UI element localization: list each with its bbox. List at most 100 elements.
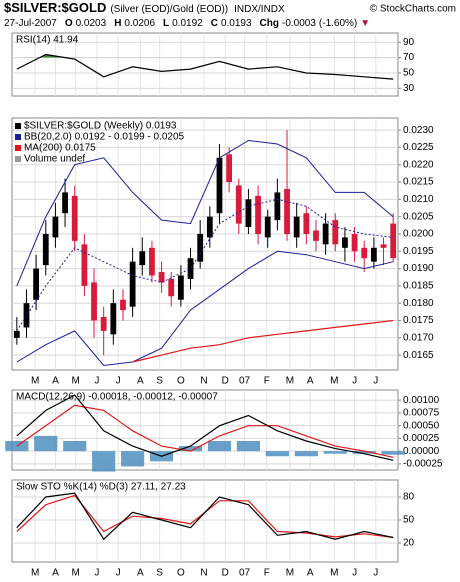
candle-body <box>342 237 348 248</box>
candle-body <box>91 282 97 321</box>
y-tick-label: 0.0170 <box>403 332 434 343</box>
candle-body <box>322 223 329 245</box>
x-tick-label: F <box>264 376 270 387</box>
legend-label: MA(200) 0.0175 <box>24 143 96 154</box>
y-tick-label: 0.0195 <box>403 246 434 257</box>
change-arrow: ▼ <box>360 18 370 29</box>
y-tick-label: 0.0225 <box>403 142 434 153</box>
x-tick-label: 07 <box>239 376 251 387</box>
candle-body <box>81 244 88 286</box>
x-tick-label: D <box>222 376 229 387</box>
x-tick-label: A <box>307 376 314 387</box>
quote-value: 0.0206 <box>124 18 155 29</box>
candle-body <box>380 244 387 248</box>
candle-body <box>370 247 377 262</box>
y-tick-label: 0.0190 <box>403 263 434 274</box>
line <box>16 404 394 458</box>
panel-frame <box>11 389 399 471</box>
candle-body <box>235 185 242 224</box>
y-tick-label: 20 <box>403 538 415 549</box>
y-tick-label: 80 <box>403 492 415 503</box>
x-tick-label: O <box>177 568 185 579</box>
quote-value: 0.0203 <box>76 18 107 29</box>
y-tick-label: 0.00075 <box>403 408 440 419</box>
legend-swatch <box>15 134 21 140</box>
candle-body <box>110 303 117 335</box>
header-line-1: $SILVER:$GOLD (Silver (EOD)/Gold (EOD)) IN… <box>4 0 285 15</box>
candle-body <box>100 317 107 331</box>
y-tick-label: -0.00025 <box>403 459 443 470</box>
bollinger-lower <box>16 250 394 367</box>
x-tick-label: F <box>264 568 270 579</box>
y-tick-label: 0.0175 <box>403 315 434 326</box>
x-tick-label: M <box>286 568 294 579</box>
y-tick-label: 70 <box>403 52 415 63</box>
legend-swatch <box>15 156 21 162</box>
quote-value: 0.0192 <box>172 18 203 29</box>
histogram-bar <box>265 451 289 457</box>
x-tick-label: A <box>307 568 314 579</box>
panel-title: Slow STO %K(14) %D(3) 27.11, 27.23 <box>16 482 186 493</box>
x-tick-label: A <box>52 376 59 387</box>
candle-body <box>245 199 252 228</box>
candle-body <box>120 299 126 311</box>
header-line-2: 27-Jul-2007 O 0.0203 H 0.0206 L 0.0192 C 0.0193 C… <box>4 18 370 29</box>
candle-body <box>293 216 300 238</box>
y-tick-label: 0.0210 <box>403 194 434 205</box>
line <box>16 492 394 541</box>
symbol: $SILVER:$GOLD <box>4 0 106 15</box>
candle-body <box>13 330 20 338</box>
y-tick-label: 0.0185 <box>403 281 434 292</box>
y-tick-label: 0.0165 <box>403 350 434 361</box>
candle-body <box>33 268 40 300</box>
y-tick-label: 50 <box>403 515 415 526</box>
candle-body <box>255 195 261 234</box>
histogram-bar <box>34 435 58 452</box>
candle-body <box>226 154 233 183</box>
line <box>16 394 394 461</box>
histogram-bar <box>207 440 232 452</box>
y-tick-label: 30 <box>403 83 415 94</box>
x-tick-label: J <box>116 568 121 579</box>
candle-body <box>42 233 49 266</box>
x-tick-label: O <box>177 376 185 387</box>
candle-body <box>197 233 204 262</box>
x-tick-label: J <box>352 568 357 579</box>
x-tick-label: M <box>286 376 294 387</box>
legend-label: Volume undef <box>24 154 85 165</box>
y-tick-label: 0.0230 <box>403 125 434 136</box>
histogram-bar <box>294 451 318 457</box>
candle-body <box>284 188 290 234</box>
line <box>132 319 394 363</box>
histogram-bar <box>352 451 376 454</box>
x-tick-label: M <box>72 376 80 387</box>
candle-body <box>71 195 78 241</box>
bollinger-upper <box>16 139 394 287</box>
legend-label: $SILVER:$GOLD (Weekly) 0.0193 <box>24 121 177 132</box>
quote-label: O <box>65 18 73 29</box>
candle-body <box>23 303 30 328</box>
candle-body <box>216 157 223 214</box>
quote-label: Chg <box>260 18 279 29</box>
x-tick-label: J <box>116 376 121 387</box>
candle-body <box>187 258 194 279</box>
x-tick-label: 07 <box>239 568 251 579</box>
histogram-bar <box>63 440 87 452</box>
x-tick-label: S <box>156 376 163 387</box>
y-tick-label: 0.00025 <box>403 433 440 444</box>
legend-label: BB(20,2.0) 0.0192 - 0.0199 - 0.0205 <box>24 132 185 143</box>
x-tick-label: M <box>72 568 80 579</box>
quote-value: -0.0003 <box>282 18 316 29</box>
x-tick-label: M <box>31 568 39 579</box>
candle-body <box>206 216 213 238</box>
histogram-bar <box>121 451 145 467</box>
candle-body <box>129 261 136 307</box>
candle-body <box>177 275 184 300</box>
panel-frame <box>11 32 399 97</box>
candle-body <box>361 247 368 259</box>
quote-label: L <box>163 18 169 29</box>
x-tick-label: A <box>137 376 144 387</box>
candle-body <box>390 223 397 259</box>
panel-title: MACD(12,26,9) -0.00018, -0.00012, -0.000… <box>16 392 218 403</box>
x-tick-label: N <box>200 568 207 579</box>
